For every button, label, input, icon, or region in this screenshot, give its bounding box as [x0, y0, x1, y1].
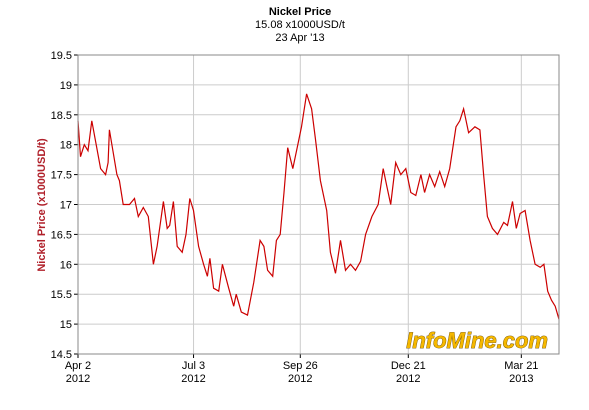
- y-tick-label: 14.5: [51, 349, 72, 361]
- y-tick-label: 16.5: [51, 229, 72, 241]
- x-tick-year: 2012: [181, 373, 205, 385]
- x-tick-label: Jul 3: [182, 360, 205, 372]
- x-tick-year: 2012: [396, 373, 420, 385]
- y-tick-label: 18: [60, 140, 72, 152]
- y-tick-label: 15: [60, 319, 72, 331]
- x-tick-label: Apr 2: [65, 360, 91, 372]
- y-tick-label: 17.5: [51, 170, 72, 182]
- y-tick-label: 19.5: [51, 50, 72, 62]
- plot-border: [77, 54, 560, 355]
- chart-date: 23 Apr '13: [275, 32, 324, 44]
- watermark: InfoMine.com: [406, 328, 548, 353]
- x-tick-label: Sep 26: [283, 360, 318, 372]
- y-tick-label: 18.5: [51, 110, 72, 122]
- x-tick-year: 2012: [66, 373, 90, 385]
- chart-title: Nickel Price: [269, 6, 331, 18]
- chart-subtitle: 15.08 x1000USD/t: [255, 19, 345, 31]
- y-axis-label: Nickel Price (x1000USD/t): [36, 138, 48, 272]
- x-tick-label: Mar 21: [504, 360, 538, 372]
- x-tick-year: 2012: [288, 373, 312, 385]
- price-line: [77, 93, 560, 320]
- y-tick-label: 15.5: [51, 289, 72, 301]
- y-tick-label: 17: [60, 200, 72, 212]
- y-tick-label: 16: [60, 259, 72, 271]
- y-tick-label: 19: [60, 80, 72, 92]
- x-tick-label: Dec 21: [391, 360, 426, 372]
- x-tick-year: 2013: [509, 373, 533, 385]
